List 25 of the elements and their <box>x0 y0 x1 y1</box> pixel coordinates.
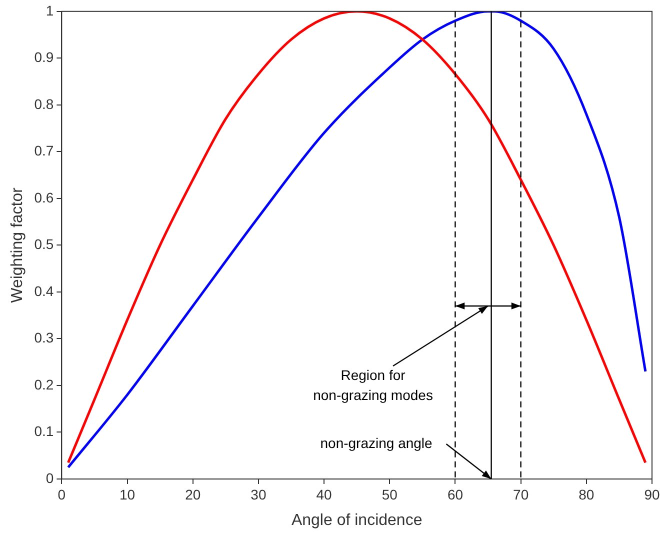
x-tick-label: 50 <box>382 486 398 502</box>
x-tick-label: 20 <box>185 486 201 502</box>
x-tick-label: 60 <box>447 486 464 502</box>
annotation: non-grazing angle <box>320 434 433 451</box>
x-tick-label: 30 <box>250 486 266 502</box>
y-tick-label: 0.8 <box>34 96 54 112</box>
x-tick-label: 80 <box>578 486 594 502</box>
y-tick-label: 0.2 <box>34 376 54 392</box>
y-tick-label: 0.9 <box>34 49 54 66</box>
x-tick-label: 40 <box>316 486 332 502</box>
y-axis-title: Weighting factor <box>9 186 26 303</box>
y-tick-label: 1 <box>46 2 54 18</box>
y-tick-label: 0.4 <box>34 282 54 299</box>
x-axis-title: Angle of incidence <box>291 512 422 529</box>
annotation: Region for non-grazing modes <box>313 366 433 403</box>
y-tick-label: 0 <box>46 470 54 486</box>
x-tick-label: 70 <box>513 486 529 502</box>
y-tick-label: 0.7 <box>34 142 54 159</box>
x-tick-label: 10 <box>119 486 136 502</box>
y-tick-label: 0.5 <box>34 236 54 252</box>
x-tick-label: 90 <box>644 486 660 502</box>
y-tick-label: 0.1 <box>34 423 54 440</box>
x-tick-label: 0 <box>58 486 66 502</box>
y-tick-label: 0.3 <box>34 330 54 346</box>
y-tick-label: 0.6 <box>34 189 54 206</box>
